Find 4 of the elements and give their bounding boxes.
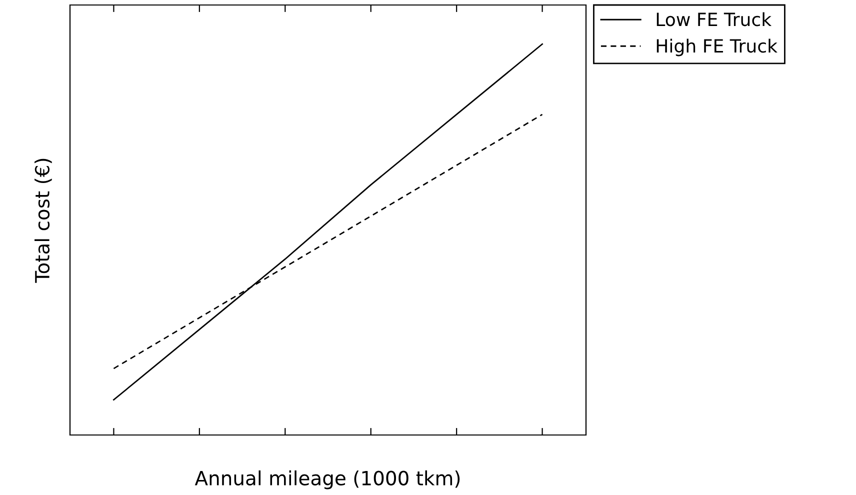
y-axis-title: Total cost (€) <box>34 158 52 283</box>
x-axis-title: Annual mileage (1000 tkm) <box>194 470 460 490</box>
legend-label: High FE Truck <box>656 38 778 56</box>
legend-label: Low FE Truck <box>656 12 772 26</box>
